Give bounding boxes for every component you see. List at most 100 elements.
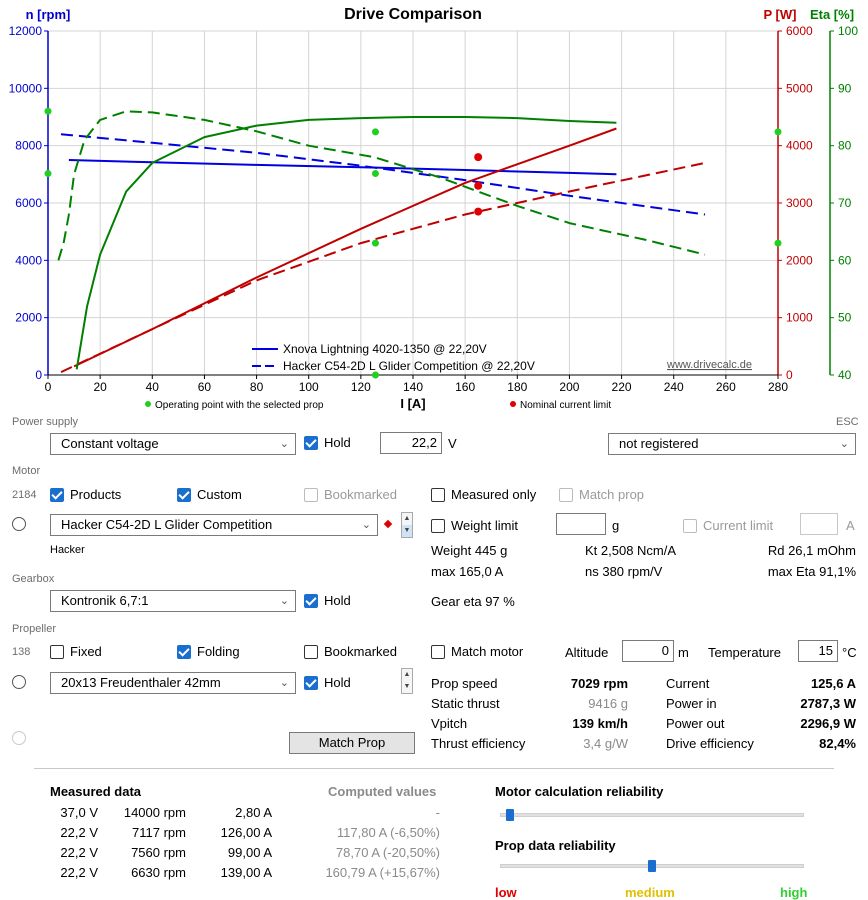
drive-comparison-chart: Drive Comparison n [rpm] P [W] Eta [%] 0… [9, 6, 859, 411]
power-in-value: 2787,3 W [800, 696, 856, 711]
products-checkbox[interactable]: Products [50, 486, 121, 504]
vpitch-label: Vpitch [431, 716, 468, 731]
prop-bookmarked-checkbox[interactable]: Bookmarked [304, 643, 397, 661]
match-prop-button[interactable]: Match Prop [289, 732, 415, 754]
rpm-tick-label: 0 [35, 368, 42, 382]
voltage-input[interactable]: 22,2 [380, 432, 442, 454]
motor-kt: Kt 2,508 Ncm/A [585, 543, 677, 558]
table-row: 22,2 V 7117 rpm 126,00 A 117,80 A (-6,50%) [50, 822, 440, 842]
rpm-tick-label: 4000 [15, 253, 42, 267]
cell-a: 2,80 A [235, 804, 272, 820]
rpm-tick-label: 10000 [9, 81, 43, 95]
y-axis-label-eta: Eta [%] [810, 7, 854, 22]
nominal-current-marker [474, 207, 483, 216]
custom-checkbox[interactable]: Custom [177, 486, 242, 504]
operating-point-marker [371, 371, 379, 379]
chevron-down-icon: ⌄ [839, 438, 849, 450]
eta-solid-curve [75, 116, 617, 370]
power-tick-label: 2000 [786, 253, 813, 267]
divider [34, 768, 834, 769]
vpitch-value: 139 km/h [572, 716, 628, 731]
power-dashed-curve [60, 161, 706, 374]
operating-point-marker [371, 239, 379, 247]
current-limit-checkbox[interactable]: Current limit [683, 517, 773, 535]
motor-manufacturer: Hacker [50, 544, 85, 556]
power-mode-select[interactable]: Constant voltage ⌄ [50, 433, 296, 455]
current-limit-input[interactable] [800, 513, 838, 535]
motor-reliability-title: Motor calculation reliability [495, 784, 664, 799]
fixed-checkbox[interactable]: Fixed [50, 643, 102, 661]
motor-select[interactable]: Hacker C54-2D L Glider Competition ⌄ [50, 514, 378, 536]
operating-point-marker [44, 170, 52, 178]
cell-v: 22,2 V [60, 844, 98, 860]
power-hold-checkbox[interactable]: Hold [304, 434, 351, 452]
arrow-down-icon: ▼ [403, 683, 411, 690]
altitude-unit: m [678, 645, 689, 660]
reliability-medium: medium [625, 885, 675, 900]
x-tick-label: 180 [507, 380, 527, 394]
x-tick-label: 260 [716, 380, 736, 394]
gearbox-hold-checkbox[interactable]: Hold [304, 592, 351, 610]
static-thrust-label: Static thrust [431, 696, 500, 711]
legend-entry: Hacker C54-2D L Glider Competition @ 22,… [283, 359, 535, 373]
prop-count: 138 [12, 646, 31, 658]
prop-radio[interactable] [12, 675, 26, 689]
y-axis-label-power: P [W] [764, 7, 797, 22]
prop-spinner[interactable]: ▲ ▼ [401, 668, 413, 694]
x-tick-label: 20 [93, 380, 107, 394]
section-propeller: Propeller [12, 623, 57, 635]
match-motor-checkbox[interactable]: Match motor [431, 643, 523, 661]
table-row: 22,2 V 6630 rpm 139,00 A 160,79 A (+15,67%) [50, 862, 440, 882]
eta-tick-label: 100 [838, 24, 858, 38]
weight-limit-input[interactable] [556, 513, 606, 535]
x-tick-label: 60 [198, 380, 212, 394]
footnote-nominal: Nominal current limit [510, 400, 611, 411]
section-power-supply: Power supply [12, 416, 79, 428]
cell-computed: 78,70 A (-20,50%) [335, 844, 440, 860]
gearbox-select[interactable]: Kontronik 6,7:1 ⌄ [50, 590, 296, 612]
motor-ns: ns 380 rpm/V [585, 564, 663, 579]
section-esc: ESC [836, 416, 859, 428]
x-tick-label: 100 [299, 380, 319, 394]
cell-computed: 160,79 A (+15,67%) [325, 864, 440, 880]
drive-efficiency-label: Drive efficiency [666, 736, 754, 751]
prop-hold-checkbox[interactable]: Hold [304, 674, 351, 692]
prop-select[interactable]: 20x13 Freudenthaler 42mm ⌄ [50, 672, 296, 694]
x-tick-label: 140 [403, 380, 423, 394]
checkbox-icon [304, 436, 318, 450]
current-value: 125,6 A [810, 676, 856, 691]
temperature-label: Temperature [708, 645, 781, 660]
weight-limit-checkbox[interactable]: Weight limit [431, 517, 518, 535]
esc-select[interactable]: not registered ⌄ [608, 433, 856, 455]
motor-reliability-thumb [505, 809, 514, 821]
cell-v: 22,2 V [60, 864, 98, 880]
match-prop-radio[interactable] [12, 731, 26, 745]
motor-spinner[interactable]: ▲ ▼ [401, 512, 413, 538]
x-tick-label: 0 [45, 380, 52, 394]
altitude-input[interactable]: 0 [622, 640, 674, 662]
weight-limit-unit: g [612, 518, 620, 533]
measured-data-table: 37,0 V 14000 rpm 2,80 A - 22,2 V 7117 rpm 126,… [50, 802, 440, 882]
motor-max-current: max 165,0 A [431, 564, 504, 579]
chevron-down-icon: ⌄ [279, 438, 289, 450]
chevron-down-icon: ⌄ [279, 677, 289, 689]
rpm-dashed-curve [60, 133, 706, 216]
rpm-tick-label: 8000 [15, 139, 42, 153]
match-prop-checkbox[interactable]: Match prop [559, 486, 644, 504]
prop-reliability-title: Prop data reliability [495, 838, 616, 853]
x-tick-label: 40 [146, 380, 160, 394]
nominal-diamond-icon [383, 519, 393, 529]
power-out-value: 2296,9 W [800, 716, 856, 731]
measured-only-checkbox[interactable]: Measured only [431, 486, 536, 504]
y-axis-label-rpm: n [rpm] [26, 7, 71, 22]
nominal-point-dot [510, 401, 516, 407]
power-tick-label: 4000 [786, 139, 813, 153]
temperature-input[interactable]: 15 [798, 640, 838, 662]
voltage-unit: V [448, 436, 457, 451]
motor-bookmarked-checkbox[interactable]: Bookmarked [304, 486, 397, 504]
folding-checkbox[interactable]: Folding [177, 643, 240, 661]
power-tick-label: 1000 [786, 311, 813, 325]
operating-point-dot [145, 401, 151, 407]
temperature-unit: °C [842, 645, 857, 660]
motor-radio[interactable] [12, 517, 26, 531]
